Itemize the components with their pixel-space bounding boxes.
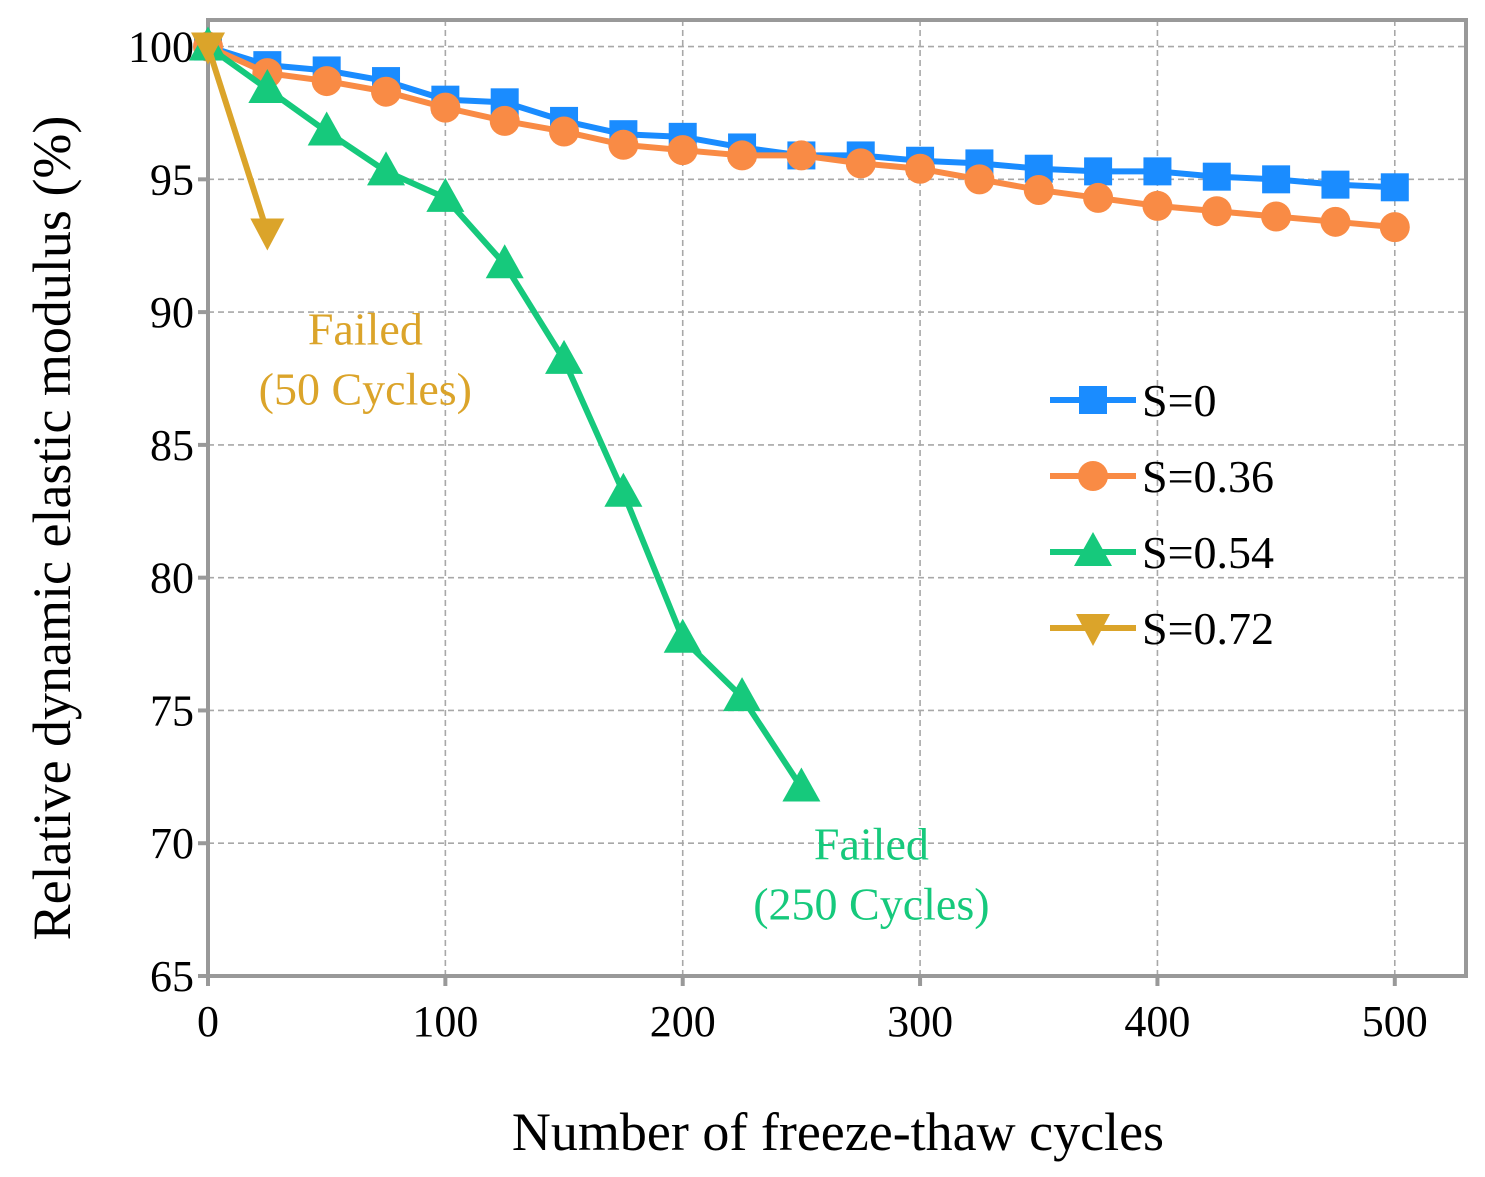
data-point-s-0-36 bbox=[608, 129, 639, 160]
series-s-0-72 bbox=[191, 32, 285, 251]
data-point-s-0-36 bbox=[905, 153, 936, 184]
data-point-s-0 bbox=[1084, 157, 1113, 186]
data-point-s-0-36 bbox=[1083, 182, 1114, 213]
series-s-0-54 bbox=[189, 26, 821, 802]
data-point-s-0-36 bbox=[1379, 212, 1410, 243]
data-point-s-0-54 bbox=[604, 472, 643, 507]
data-point-s-0-36 bbox=[311, 66, 342, 97]
data-point-s-0-36 bbox=[1201, 196, 1232, 227]
data-point-s-0 bbox=[1321, 170, 1350, 199]
legend-label: S=0 bbox=[1142, 375, 1217, 426]
data-point-s-0-54 bbox=[723, 677, 762, 712]
x-tick-label: 100 bbox=[412, 997, 478, 1046]
data-point-s-0-36 bbox=[964, 164, 995, 195]
y-axis-title: Relative dynamic elastic modulus (%) bbox=[22, 116, 82, 941]
x-tick-label: 400 bbox=[1124, 997, 1190, 1046]
series-s-0-36 bbox=[193, 31, 1410, 243]
series-layer bbox=[189, 26, 1410, 802]
data-point-s-0-36 bbox=[727, 140, 758, 171]
y-tick-label: 65 bbox=[150, 952, 194, 1001]
legend-label: S=0.36 bbox=[1142, 451, 1274, 502]
failure-annotation: Failed (250 Cycles) bbox=[753, 818, 989, 929]
data-point-s-0-54 bbox=[782, 767, 821, 802]
legend-item-s-0: S=0 bbox=[1050, 375, 1217, 426]
annotation-line: Failed bbox=[814, 818, 929, 869]
data-point-s-0-36 bbox=[489, 105, 520, 136]
legend-label: S=0.72 bbox=[1142, 603, 1274, 654]
y-tick-label: 80 bbox=[150, 554, 194, 603]
data-point-s-0-54 bbox=[426, 177, 465, 212]
x-tick-label: 500 bbox=[1362, 997, 1428, 1046]
legend-swatch-marker bbox=[1078, 461, 1108, 491]
y-tick-label: 85 bbox=[150, 421, 194, 470]
data-point-s-0-36 bbox=[549, 116, 580, 147]
data-point-s-0 bbox=[1262, 165, 1291, 194]
data-point-s-0-54 bbox=[663, 618, 702, 653]
x-axis-title: Number of freeze-thaw cycles bbox=[512, 1102, 1164, 1162]
data-point-s-0 bbox=[1380, 173, 1409, 202]
data-point-s-0-36 bbox=[667, 135, 698, 166]
data-point-s-0 bbox=[1202, 162, 1231, 191]
data-point-s-0-36 bbox=[371, 76, 402, 107]
x-tick-label: 300 bbox=[887, 997, 953, 1046]
data-point-s-0-36 bbox=[845, 148, 876, 179]
y-tick-label: 100 bbox=[128, 23, 194, 72]
data-point-s-0-36 bbox=[786, 140, 817, 171]
data-point-s-0-36 bbox=[1023, 174, 1054, 205]
legend-swatch-marker bbox=[1074, 532, 1112, 566]
series-line-s-0-54 bbox=[206, 44, 804, 790]
data-point-s-0-54 bbox=[367, 151, 406, 186]
legend-label: S=0.54 bbox=[1142, 527, 1274, 578]
legend-item-s-0-72: S=0.72 bbox=[1050, 603, 1274, 654]
legend: S=0 S=0.36 S=0.54 S=0.72 bbox=[1050, 375, 1274, 654]
data-point-s-0-54 bbox=[307, 111, 346, 146]
annotation-line: (50 Cycles) bbox=[259, 363, 472, 414]
y-tick-label: 70 bbox=[150, 819, 194, 868]
annotations: Failed (50 Cycles) Failed (250 Cycles) bbox=[259, 303, 990, 929]
y-tick-label: 95 bbox=[150, 155, 194, 204]
annotation-line: (250 Cycles) bbox=[753, 878, 989, 929]
data-point-s-0-54 bbox=[248, 69, 287, 104]
data-point-s-0 bbox=[1143, 157, 1172, 186]
data-point-s-0-72 bbox=[250, 218, 285, 251]
x-tick-label: 200 bbox=[650, 997, 716, 1046]
legend-item-s-0-54: S=0.54 bbox=[1050, 527, 1274, 578]
axes: 0 100 200 300 400 500 65 70 75 80 85 90 95 100 bbox=[128, 18, 1468, 1046]
y-tick-label: 75 bbox=[150, 686, 194, 735]
data-point-s-0-72 bbox=[191, 32, 225, 65]
legend-swatch-marker bbox=[1076, 614, 1110, 646]
x-tick-label: 0 bbox=[197, 997, 219, 1046]
y-tick-label: 90 bbox=[150, 288, 194, 337]
data-point-s-0-36 bbox=[1261, 201, 1292, 232]
legend-item-s-0-36: S=0.36 bbox=[1050, 451, 1274, 502]
data-point-s-0-54 bbox=[485, 244, 524, 279]
data-point-s-0-36 bbox=[1320, 206, 1351, 237]
legend-swatch-marker bbox=[1079, 386, 1107, 414]
failure-annotation: Failed (50 Cycles) bbox=[259, 303, 472, 414]
plot-frame bbox=[206, 18, 1468, 978]
series-line-s-0-72 bbox=[205, 45, 271, 234]
data-point-s-0-36 bbox=[430, 92, 461, 123]
data-point-s-0-36 bbox=[1142, 190, 1173, 221]
data-point-s-0-54 bbox=[545, 339, 584, 374]
annotation-line: Failed bbox=[308, 303, 423, 354]
